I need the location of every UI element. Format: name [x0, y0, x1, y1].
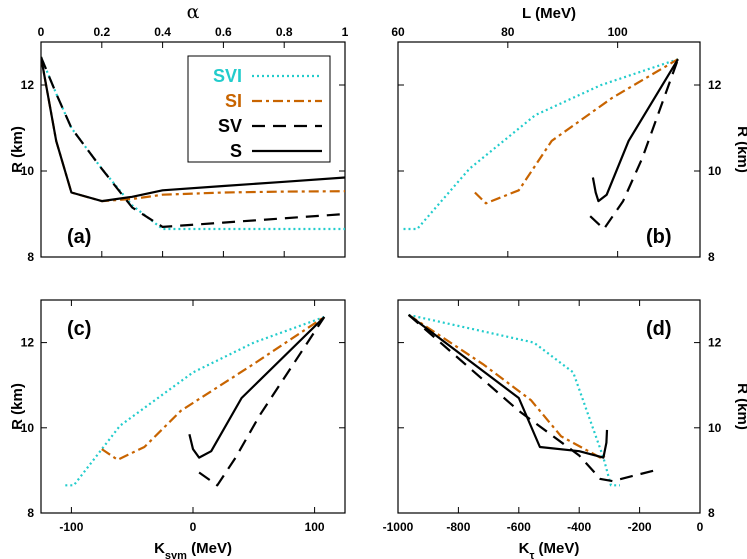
- y-tick-label: 12: [21, 78, 35, 92]
- series-line-sv: [407, 314, 655, 483]
- x-axis-label: α: [187, 1, 200, 23]
- x-tick-label: -400: [567, 520, 591, 534]
- y-axis-label: R (km): [9, 383, 26, 430]
- x-tick-label: 0.2: [93, 25, 110, 39]
- x-tick-label: 80: [501, 25, 515, 39]
- y-tick-label: 12: [21, 336, 35, 350]
- x-tick-label: 0: [697, 520, 704, 534]
- series-line-si: [474, 58, 679, 205]
- series-line-s: [407, 314, 609, 459]
- x-tick-label: -1000: [383, 520, 414, 534]
- legend-label: SVI: [213, 66, 242, 86]
- x-tick-label: 100: [608, 25, 628, 39]
- series-line-s: [41, 56, 345, 203]
- y-tick-label: 10: [21, 421, 35, 435]
- x-tick-label: 0.8: [276, 25, 293, 39]
- series-group: [403, 58, 680, 231]
- x-tick-label: -800: [446, 520, 470, 534]
- y-tick-label: 8: [27, 506, 34, 520]
- chart-panel-b: 60 80 100 8 10 12 L (MeV) R (km) (b): [391, 5, 747, 264]
- legend-label: S: [230, 141, 242, 161]
- y-tick-label: 12: [708, 336, 722, 350]
- x-axis-label: Ksym (MeV): [154, 540, 232, 559]
- legend-box: [187, 55, 331, 163]
- y-tick-label: 8: [27, 250, 34, 264]
- series-line-s: [591, 58, 679, 203]
- series-line-si: [407, 313, 606, 459]
- panel-label: (a): [67, 226, 91, 248]
- series-line-svi: [41, 56, 345, 231]
- panel-label: (d): [646, 318, 672, 340]
- chart-panel-c: -100 0 100 8 10 12 Ksym (MeV) R (km) (c): [9, 299, 346, 559]
- x-tick-label: -600: [507, 520, 531, 534]
- series-line-s: [188, 316, 326, 459]
- series-line-sv: [198, 316, 326, 487]
- series-group: [407, 313, 655, 487]
- series-line-si: [101, 316, 325, 461]
- y-tick-label: 8: [708, 250, 715, 264]
- y-axis-label: R (km): [734, 126, 747, 173]
- x-tick-label: 100: [305, 520, 325, 534]
- legend-label: SI: [225, 91, 242, 111]
- series-line-svi: [403, 58, 679, 231]
- x-tick-label: -100: [59, 520, 83, 534]
- x-tick-label: 0: [38, 25, 45, 39]
- panel-label: (b): [646, 226, 672, 248]
- legend-label: SV: [218, 116, 242, 136]
- plot-frame: [40, 41, 346, 258]
- x-axis-label: L (MeV): [522, 5, 576, 22]
- x-tick-label: -200: [628, 520, 652, 534]
- y-tick-label: 8: [708, 506, 715, 520]
- plot-frame: [397, 41, 701, 258]
- x-tick-label: 1: [342, 25, 349, 39]
- series-line-svi: [408, 313, 620, 487]
- x-tick-label: 0: [190, 520, 197, 534]
- y-tick-label: 10: [708, 164, 722, 178]
- y-axis-label: R (km): [9, 126, 26, 173]
- chart-panel-a: 0 0.2 0.4 0.6 0.8 1 8 10 12 α R (km) (a) SVI SI SV S: [9, 1, 349, 264]
- x-tick-label: 0.6: [215, 25, 232, 39]
- y-axis-label: R (km): [734, 383, 747, 430]
- series-line-sv: [41, 56, 345, 228]
- y-tick-label: 10: [708, 421, 722, 435]
- y-tick-label: 10: [21, 164, 35, 178]
- series-group: [41, 56, 345, 231]
- x-tick-label: 0.4: [154, 25, 171, 39]
- plot-frame: [397, 299, 701, 514]
- legend: SVI SI SV S: [187, 55, 331, 163]
- x-tick-label: 60: [391, 25, 405, 39]
- y-tick-label: 12: [708, 78, 722, 92]
- chart-panel-d: -1000 -800 -600 -400 -200 08 10 12 Kτ (MeV) R (km…: [383, 299, 747, 559]
- x-axis-label: Kτ (MeV): [519, 540, 580, 559]
- panel-label: (c): [67, 318, 91, 340]
- series-group: [65, 315, 326, 487]
- series-line-sv: [589, 58, 680, 231]
